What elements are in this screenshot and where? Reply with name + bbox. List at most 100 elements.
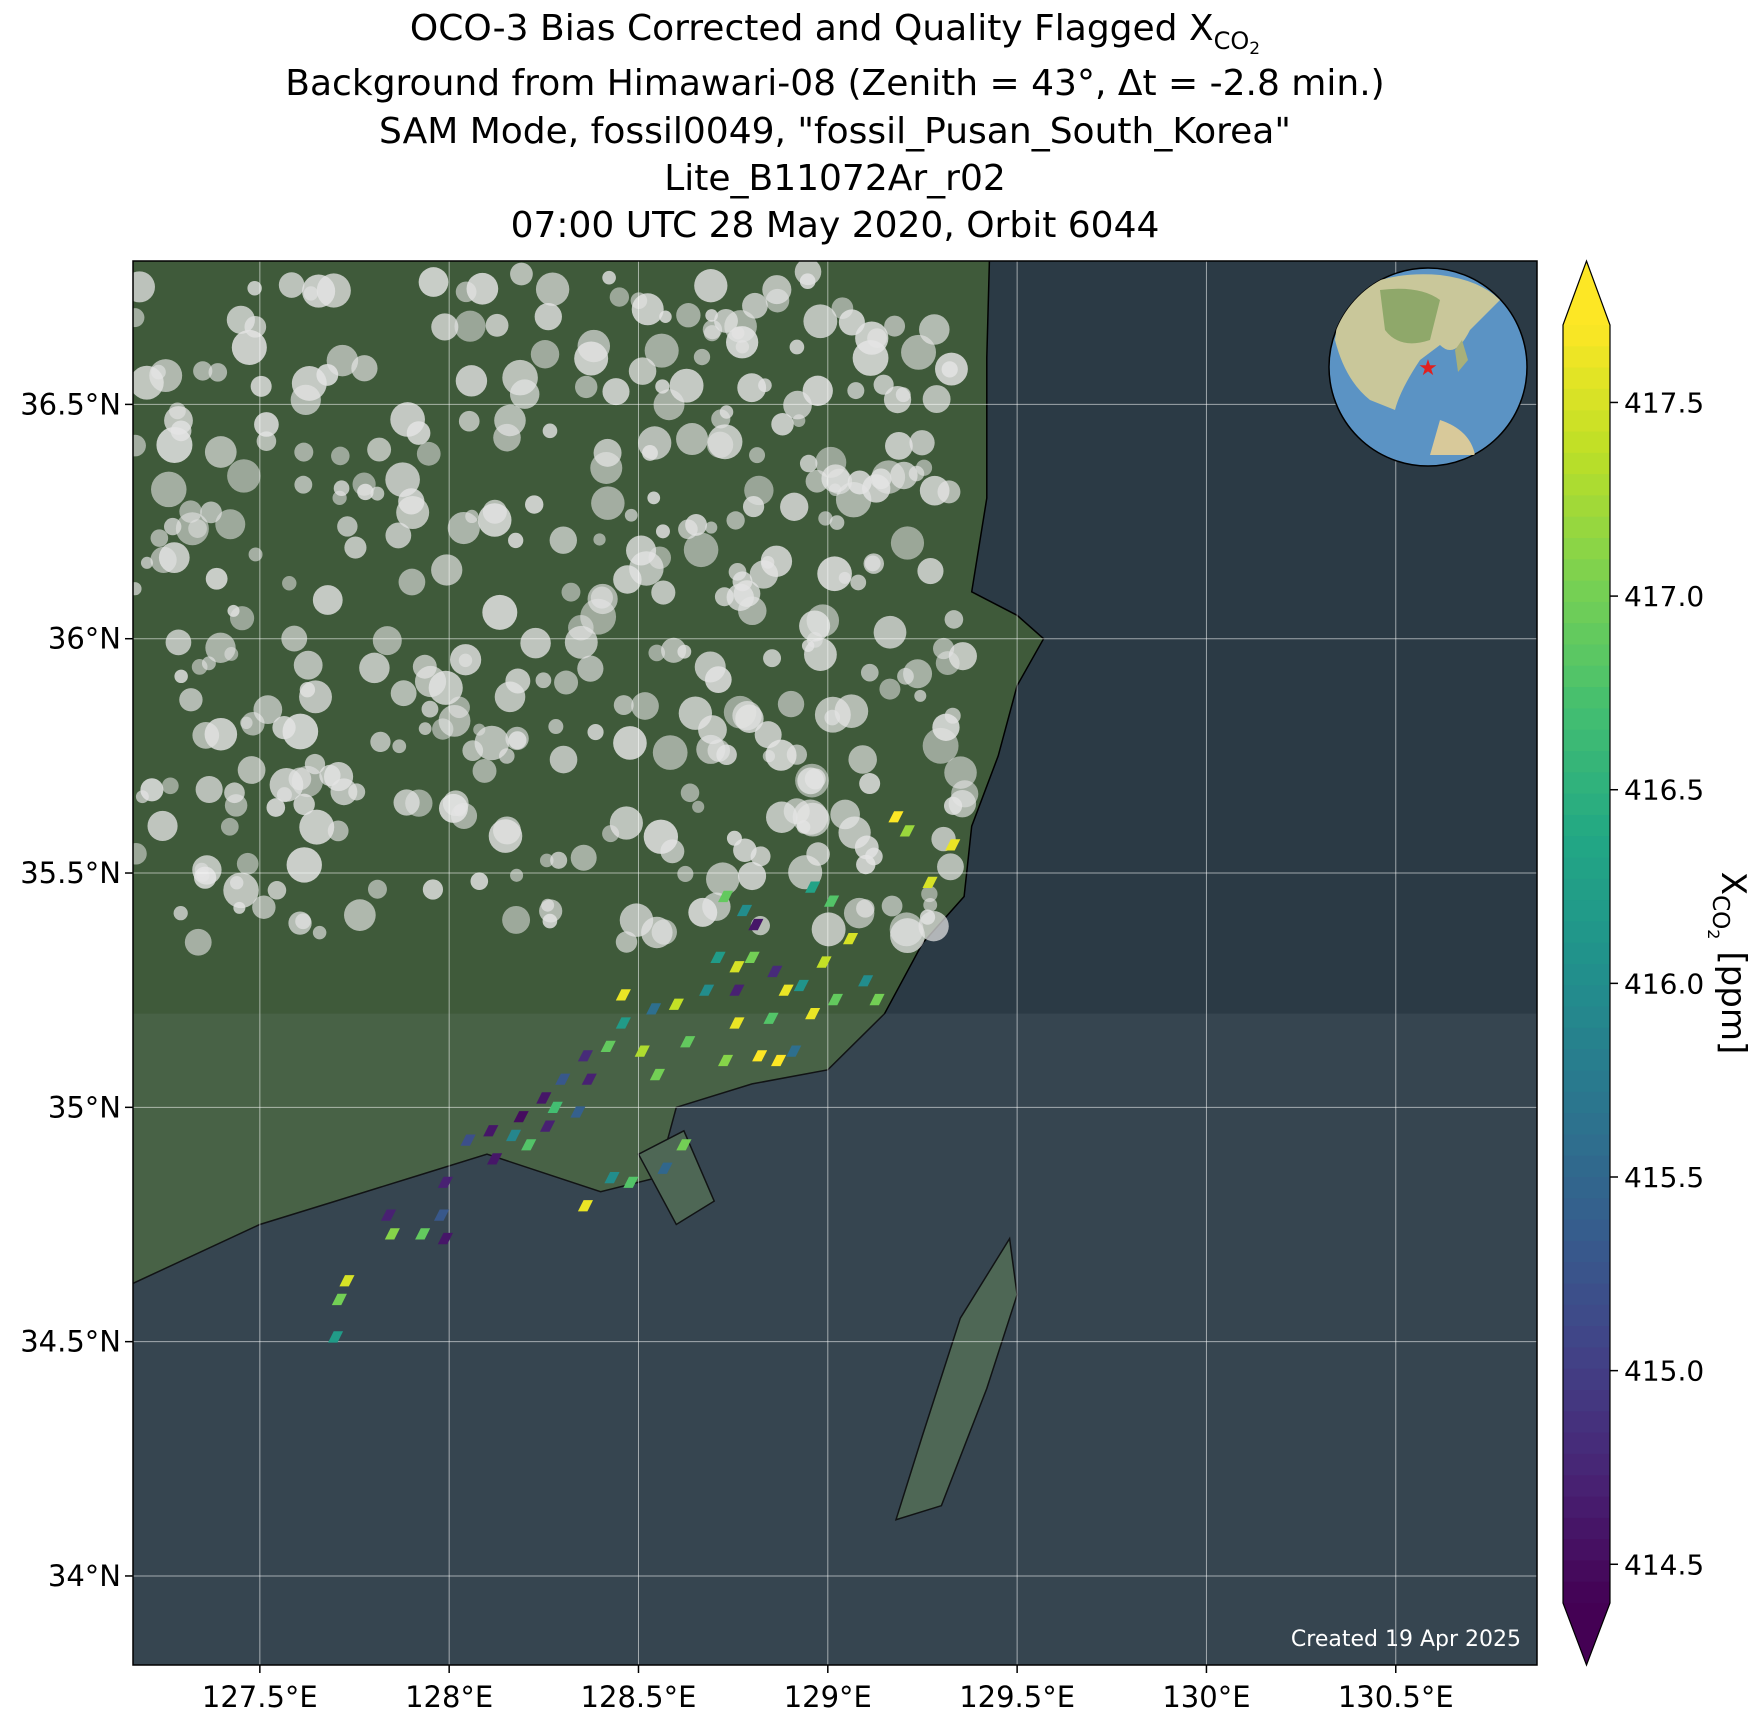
y-tick-label: 35.5°N: [20, 856, 121, 890]
cloud: [805, 469, 829, 493]
colorbar-extend-min: [1563, 1603, 1610, 1665]
sounding: [331, 1293, 347, 1306]
site-marker: ★: [1418, 356, 1438, 381]
cloud: [859, 773, 881, 795]
cloud: [173, 906, 188, 921]
cloud: [542, 423, 558, 439]
y-tick-label: 36°N: [48, 622, 121, 656]
colorbar-segment: [1563, 1432, 1610, 1455]
cloud: [184, 928, 212, 956]
cloud: [762, 275, 792, 305]
cloud: [535, 272, 570, 306]
cloud: [398, 488, 425, 515]
cloud: [651, 580, 676, 605]
cloud: [223, 872, 259, 909]
sounding: [384, 1228, 400, 1240]
sounding: [945, 839, 961, 851]
sounding: [778, 984, 794, 996]
sounding: [460, 1134, 476, 1146]
cloud: [510, 868, 524, 882]
soundings: [328, 811, 961, 1343]
cloud: [744, 475, 774, 506]
colorbar: 414.5 415.0 415.5 416.0 416.5 417.0 417.5: [1562, 259, 1704, 1667]
colorbar-segment: [1563, 1411, 1610, 1434]
cloud: [631, 293, 664, 326]
cloud: [278, 272, 305, 298]
cloud: [919, 909, 936, 925]
cloud: [719, 405, 734, 419]
cloud: [803, 304, 838, 339]
cloud: [932, 637, 955, 660]
colorbar-segment: [1563, 1304, 1610, 1327]
cloud: [760, 545, 793, 577]
cloud: [587, 723, 604, 741]
cloud: [574, 341, 609, 376]
cloud: [438, 704, 471, 737]
cloud: [706, 431, 734, 458]
colorbar-segment: [1563, 474, 1610, 496]
cloud: [771, 412, 794, 436]
colorbar-segment: [1563, 325, 1610, 347]
colorbar-tick-label: 417.5: [1624, 386, 1704, 419]
cloud: [140, 778, 164, 802]
sounding: [824, 895, 840, 907]
cloud: [856, 899, 875, 918]
cloud: [742, 292, 768, 319]
cloud: [312, 585, 343, 615]
cloud: [648, 644, 666, 662]
sounding: [869, 993, 885, 1006]
colorbar-segment: [1563, 1326, 1610, 1348]
cloud: [644, 333, 679, 368]
cloud: [252, 895, 276, 919]
cloud: [149, 359, 183, 393]
cloud: [357, 483, 374, 501]
cloud: [208, 363, 228, 382]
cloud: [652, 735, 688, 770]
cloud: [236, 852, 259, 875]
cloud: [613, 565, 642, 594]
sounding: [615, 989, 631, 1001]
colorbar-segment: [1563, 1134, 1610, 1157]
cloud: [351, 355, 378, 382]
plot-frame: [132, 260, 1538, 1666]
cloud: [792, 799, 828, 835]
cloud: [299, 809, 335, 845]
cloud: [398, 568, 426, 596]
colorbar-segment: [1563, 1496, 1610, 1519]
cloud: [549, 745, 578, 774]
colorbar-segment: [1563, 708, 1610, 731]
cloud: [593, 533, 606, 546]
cloud: [220, 817, 239, 836]
cloud: [372, 626, 402, 656]
cloud: [494, 681, 526, 713]
cloud: [797, 767, 825, 795]
cloud: [539, 853, 554, 868]
cloud: [619, 903, 654, 937]
sounding: [744, 951, 760, 963]
sounding: [718, 890, 734, 903]
cloud: [848, 745, 877, 774]
cloud: [716, 744, 737, 766]
sounding: [547, 1101, 563, 1113]
cloud: [642, 445, 658, 461]
cloud: [133, 842, 147, 865]
cloud: [240, 716, 253, 730]
cloud: [647, 491, 661, 505]
sounding: [805, 1008, 821, 1020]
sounding: [581, 1073, 597, 1085]
cloud: [431, 313, 459, 341]
cloud: [140, 556, 153, 569]
cloud: [901, 334, 937, 370]
cloud: [749, 447, 766, 464]
x-tick-label: 129.5°E: [959, 1680, 1075, 1710]
sounding: [483, 1125, 499, 1137]
cloud: [416, 441, 441, 466]
x-tick-label: 129°E: [784, 1680, 872, 1710]
sounding: [699, 984, 715, 996]
colorbar-segment: [1563, 1113, 1610, 1135]
sounding: [615, 1017, 631, 1029]
sounding: [680, 1036, 696, 1048]
chart-title: OCO-3 Bias Corrected and Quality Flagged…: [410, 8, 1260, 59]
chart-title: Lite_B11072Ar_r02: [664, 158, 1006, 199]
cloud: [704, 666, 732, 694]
